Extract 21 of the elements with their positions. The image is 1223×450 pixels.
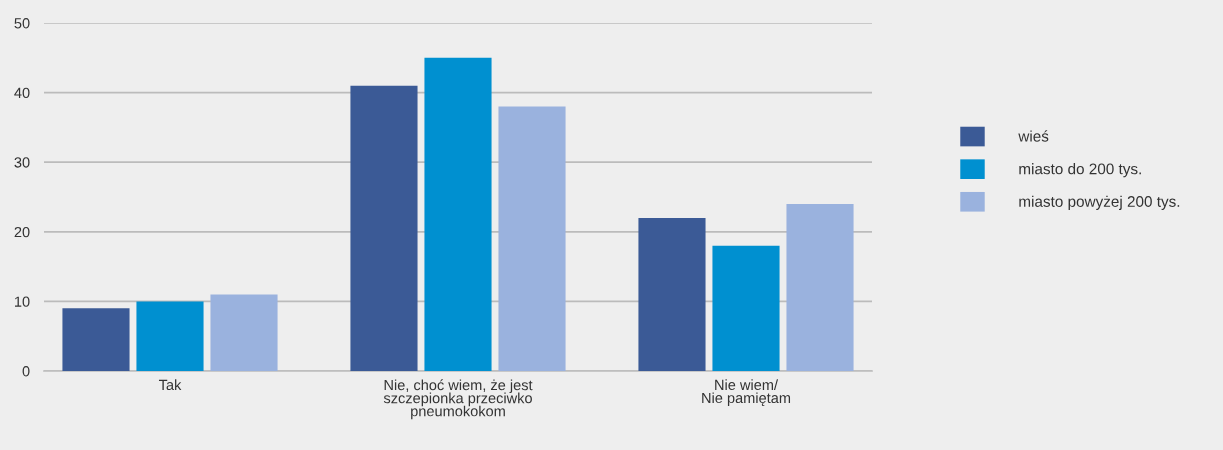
y-tick-label: 20 [14, 226, 30, 238]
bar [424, 57, 492, 371]
x-tick-label: Tak [158, 379, 182, 391]
x-tick-label: Nie, choć wiem, że jest szczepionka przeciwko pneumokokom [383, 379, 533, 420]
bar [638, 217, 706, 371]
legend-label: wieś [1018, 130, 1049, 142]
bar [498, 106, 566, 371]
y-tick-label: 0 [22, 366, 30, 377]
x-tick-label: Nie wiem/ Nie pamiętam [702, 379, 791, 407]
bar [350, 85, 418, 371]
bar [786, 203, 854, 371]
y-tick-label: 40 [14, 87, 30, 99]
bar [136, 301, 204, 371]
y-tick-label: 30 [14, 157, 30, 168]
legend-label: miasto do 200 tys. [1019, 163, 1141, 178]
bar [210, 294, 278, 371]
y-tick-label: 50 [14, 18, 30, 29]
y-tick-label: 10 [15, 296, 30, 307]
legend-label: miasto powyżej 200 tys. [1019, 195, 1180, 210]
bar [62, 308, 130, 371]
bar [712, 245, 780, 371]
